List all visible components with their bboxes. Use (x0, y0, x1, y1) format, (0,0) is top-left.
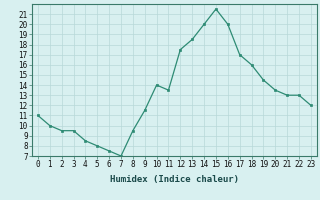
X-axis label: Humidex (Indice chaleur): Humidex (Indice chaleur) (110, 175, 239, 184)
